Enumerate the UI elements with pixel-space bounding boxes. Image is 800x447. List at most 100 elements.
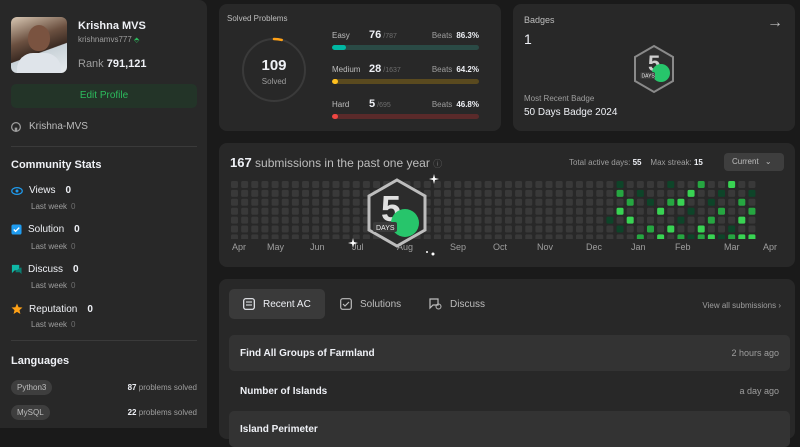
- heatmap-cell[interactable]: [748, 234, 756, 239]
- heatmap-cell[interactable]: [707, 181, 715, 188]
- list-item[interactable]: Number of Islands a day ago: [229, 373, 790, 409]
- heatmap-cell[interactable]: [555, 189, 563, 197]
- heatmap-cell[interactable]: [484, 216, 492, 224]
- heatmap-cell[interactable]: [718, 198, 726, 206]
- heatmap-cell[interactable]: [373, 181, 381, 188]
- heatmap-cell[interactable]: [271, 216, 279, 224]
- heatmap-cell[interactable]: [677, 189, 685, 197]
- heatmap-cell[interactable]: [474, 207, 482, 215]
- heatmap-cell[interactable]: [291, 225, 299, 233]
- heatmap-cell[interactable]: [606, 189, 614, 197]
- badges-card[interactable]: Badges 1 → 5 DAYS Most Recent Badge 50 D…: [513, 4, 795, 131]
- heatmap-cell[interactable]: [606, 216, 614, 224]
- heatmap-cell[interactable]: [352, 225, 360, 233]
- heatmap-cell[interactable]: [525, 234, 533, 239]
- heatmap-cell[interactable]: [606, 207, 614, 215]
- heatmap-cell[interactable]: [707, 234, 715, 239]
- heatmap-cell[interactable]: [281, 234, 289, 239]
- heatmap-cell[interactable]: [687, 225, 695, 233]
- heatmap-cell[interactable]: [596, 189, 604, 197]
- heatmap-cell[interactable]: [494, 198, 502, 206]
- heatmap-cell[interactable]: [281, 207, 289, 215]
- heatmap-cell[interactable]: [575, 207, 583, 215]
- heatmap-cell[interactable]: [596, 198, 604, 206]
- heatmap-cell[interactable]: [454, 234, 462, 239]
- heatmap-cell[interactable]: [312, 207, 320, 215]
- heatmap-cell[interactable]: [271, 234, 279, 239]
- heatmap-cell[interactable]: [586, 181, 594, 188]
- heatmap-cell[interactable]: [444, 189, 452, 197]
- heatmap-cell[interactable]: [575, 225, 583, 233]
- heatmap-cell[interactable]: [657, 198, 665, 206]
- heatmap-cell[interactable]: [444, 207, 452, 215]
- list-item[interactable]: Island Perimeter: [229, 411, 790, 447]
- heatmap-cell[interactable]: [312, 225, 320, 233]
- heatmap-cell[interactable]: [515, 234, 523, 239]
- heatmap-cell[interactable]: [444, 198, 452, 206]
- heatmap-cell[interactable]: [241, 216, 249, 224]
- heatmap-cell[interactable]: [251, 207, 259, 215]
- heatmap-cell[interactable]: [565, 189, 573, 197]
- heatmap-cell[interactable]: [423, 181, 431, 188]
- heatmap-cell[interactable]: [515, 216, 523, 224]
- heatmap-cell[interactable]: [738, 234, 746, 239]
- heatmap-cell[interactable]: [707, 189, 715, 197]
- heatmap-cell[interactable]: [728, 225, 736, 233]
- heatmap-cell[interactable]: [606, 181, 614, 188]
- heatmap-cell[interactable]: [667, 225, 675, 233]
- heatmap-cell[interactable]: [261, 216, 269, 224]
- heatmap-cell[interactable]: [738, 225, 746, 233]
- heatmap-cell[interactable]: [545, 207, 553, 215]
- heatmap-cell[interactable]: [251, 181, 259, 188]
- heatmap-cell[interactable]: [596, 207, 604, 215]
- heatmap-cell[interactable]: [738, 207, 746, 215]
- heatmap-cell[interactable]: [626, 234, 634, 239]
- heatmap-cell[interactable]: [342, 198, 350, 206]
- heatmap-cell[interactable]: [231, 207, 238, 215]
- heatmap-cell[interactable]: [454, 207, 462, 215]
- heatmap-cell[interactable]: [728, 216, 736, 224]
- heatmap-cell[interactable]: [444, 234, 452, 239]
- heatmap-cell[interactable]: [291, 181, 299, 188]
- heatmap-cell[interactable]: [433, 207, 441, 215]
- heatmap-cell[interactable]: [728, 234, 736, 239]
- heatmap-cell[interactable]: [302, 234, 310, 239]
- heatmap-cell[interactable]: [241, 207, 249, 215]
- heatmap-cell[interactable]: [413, 181, 421, 188]
- heatmap-cell[interactable]: [504, 216, 512, 224]
- heatmap-cell[interactable]: [535, 225, 543, 233]
- heatmap-cell[interactable]: [281, 225, 289, 233]
- heatmap-cell[interactable]: [707, 216, 715, 224]
- heatmap-cell[interactable]: [535, 207, 543, 215]
- heatmap-cell[interactable]: [504, 189, 512, 197]
- heatmap-cell[interactable]: [657, 181, 665, 188]
- heatmap-cell[interactable]: [231, 198, 238, 206]
- heatmap-cell[interactable]: [241, 189, 249, 197]
- heatmap-cell[interactable]: [697, 225, 705, 233]
- heatmap-cell[interactable]: [454, 189, 462, 197]
- heatmap-cell[interactable]: [281, 198, 289, 206]
- heatmap-cell[interactable]: [494, 207, 502, 215]
- heatmap-cell[interactable]: [332, 181, 340, 188]
- heatmap-cell[interactable]: [687, 207, 695, 215]
- heatmap-cell[interactable]: [484, 225, 492, 233]
- tab-recent-ac[interactable]: Recent AC: [229, 289, 325, 319]
- heatmap-cell[interactable]: [322, 198, 330, 206]
- heatmap-cell[interactable]: [454, 216, 462, 224]
- heatmap-cell[interactable]: [484, 207, 492, 215]
- view-all-submissions-link[interactable]: View all submissions ›: [702, 301, 781, 310]
- heatmap-cell[interactable]: [231, 181, 238, 188]
- heatmap-cell[interactable]: [241, 225, 249, 233]
- heatmap-cell[interactable]: [322, 225, 330, 233]
- heatmap-cell[interactable]: [626, 225, 634, 233]
- heatmap-cell[interactable]: [332, 216, 340, 224]
- heatmap-cell[interactable]: [261, 207, 269, 215]
- heatmap-cell[interactable]: [545, 189, 553, 197]
- heatmap-cell[interactable]: [271, 207, 279, 215]
- heatmap-cell[interactable]: [596, 181, 604, 188]
- heatmap-cell[interactable]: [342, 189, 350, 197]
- heatmap-cell[interactable]: [231, 216, 238, 224]
- heatmap-cell[interactable]: [606, 225, 614, 233]
- heatmap-cell[interactable]: [646, 216, 654, 224]
- heatmap-cell[interactable]: [241, 181, 249, 188]
